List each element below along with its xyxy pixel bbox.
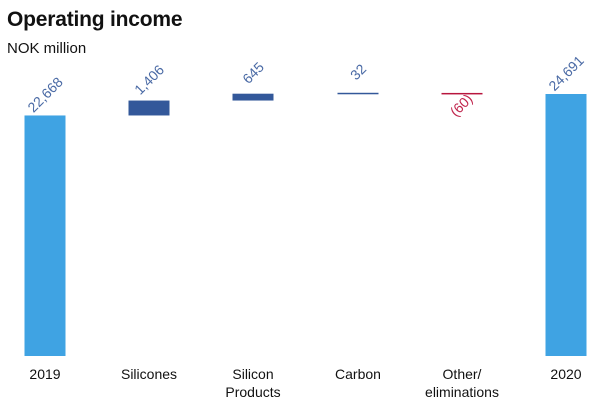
value-label-silicones: 1,406: [131, 61, 167, 97]
category-label-silicones: Silicones: [121, 366, 177, 382]
bar-silicon-products: [232, 93, 274, 101]
category-label-2019: 2019: [29, 366, 60, 382]
bars-group: [24, 92, 587, 356]
value-label-2019: 22,668: [24, 74, 66, 116]
category-label-carbon: Carbon: [335, 366, 381, 382]
bar-carbon: [337, 92, 379, 95]
value-label-carbon: 32: [347, 61, 369, 83]
bar-silicones: [128, 100, 170, 116]
value-label-2020: 24,691: [545, 52, 587, 94]
bar-2020: [545, 94, 587, 356]
value-label-silicon-products: 645: [239, 59, 267, 87]
category-label-silicon-products: Silicon Products: [225, 366, 280, 400]
category-label-2020: 2020: [550, 366, 581, 382]
value-label-other-eliminations: (60): [447, 91, 476, 120]
chart-subtitle: NOK million: [7, 40, 87, 57]
chart-title: Operating income: [7, 8, 183, 31]
bar-other-eliminations: [441, 92, 483, 95]
bar-2019: [24, 115, 66, 356]
value-labels-group: 22,668 1,406 645 32 (60) 24,691: [24, 52, 587, 119]
category-label-other-eliminations: Other/eliminations: [425, 366, 499, 400]
category-labels-group: 2019 Silicones Silicon Products Carbon Other/…: [29, 366, 581, 400]
